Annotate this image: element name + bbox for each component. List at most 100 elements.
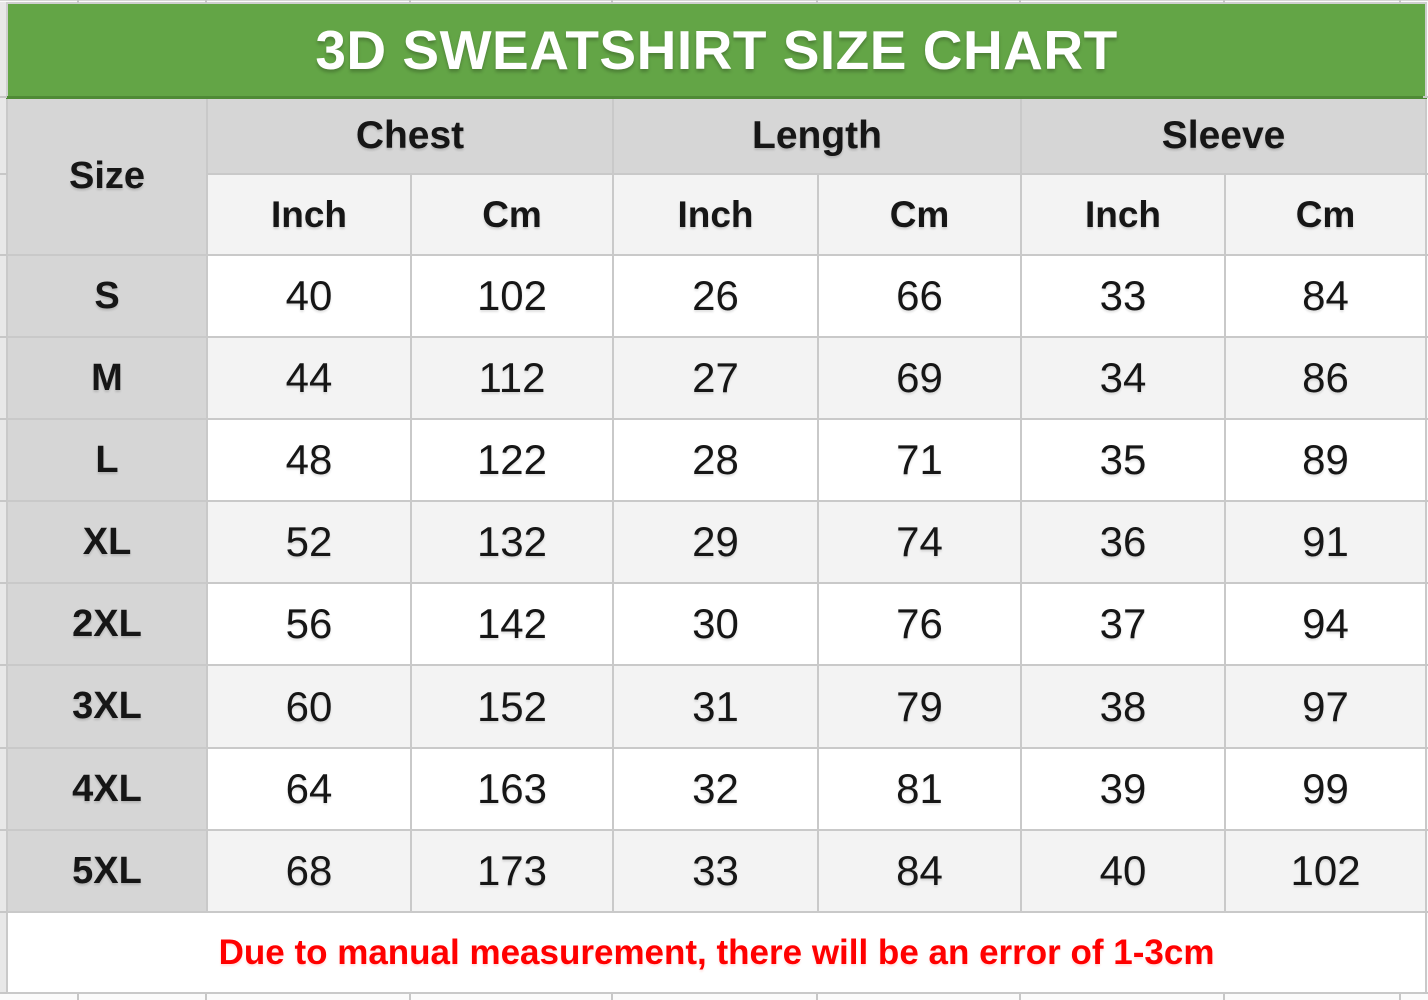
value-cell: 122 [410, 418, 614, 502]
gridline-tick [0, 747, 7, 749]
gridline-tick [1423, 254, 1428, 256]
sub-header-sleeve-inch: Inch [1020, 173, 1226, 256]
gridline-tick [77, 0, 79, 3]
gridline-tick [816, 0, 818, 3]
value-cell: 33 [1020, 254, 1226, 338]
sub-header-sleeve-cm: Cm [1223, 173, 1428, 256]
value-cell: 26 [612, 254, 819, 338]
column-group-length: Length [612, 96, 1022, 175]
value-cell: 86 [1223, 336, 1428, 420]
table-row: XL 52 132 29 74 36 91 [6, 500, 1428, 584]
gridline-tick [0, 336, 7, 338]
value-cell: 94 [1223, 582, 1428, 666]
value-cell: 152 [410, 664, 614, 749]
size-column-header: Size [6, 96, 208, 256]
spreadsheet-edge-bottom [0, 994, 1428, 1000]
value-cell: 99 [1223, 747, 1428, 831]
value-cell: 76 [817, 582, 1022, 666]
value-cell: 40 [1020, 829, 1226, 913]
size-cell: L [6, 418, 208, 502]
size-cell: 4XL [6, 747, 208, 831]
value-cell: 173 [410, 829, 614, 913]
table-row: L 48 122 28 71 35 89 [6, 418, 1428, 502]
gridline-tick [409, 994, 411, 1000]
value-cell: 69 [817, 336, 1022, 420]
gridline-tick [0, 96, 7, 98]
gridline-tick [0, 911, 7, 913]
gridline-tick [1019, 0, 1021, 3]
value-cell: 142 [410, 582, 614, 666]
value-cell: 81 [817, 747, 1022, 831]
group-header-row: Size Chest Length Sleeve [6, 96, 1428, 256]
value-cell: 34 [1020, 336, 1226, 420]
gridline-tick [611, 994, 613, 1000]
value-cell: 91 [1223, 500, 1428, 584]
value-cell: 102 [1223, 829, 1428, 913]
gridline-tick [1423, 911, 1428, 913]
table-row: S 40 102 26 66 33 84 [6, 254, 1428, 338]
value-cell: 44 [206, 336, 412, 420]
gridline-tick [816, 994, 818, 1000]
value-cell: 48 [206, 418, 412, 502]
value-cell: 37 [1020, 582, 1226, 666]
gridline-tick [0, 582, 7, 584]
value-cell: 102 [410, 254, 614, 338]
gridline-tick [0, 992, 7, 994]
note-row: Due to manual measurement, there will be… [5, 911, 1428, 994]
value-cell: 31 [612, 664, 819, 749]
value-cell: 28 [612, 418, 819, 502]
sub-header-chest-cm: Cm [410, 173, 614, 256]
value-cell: 163 [410, 747, 614, 831]
value-cell: 30 [612, 582, 819, 666]
table-row: M 44 112 27 69 34 86 [6, 336, 1428, 420]
size-cell: M [6, 336, 208, 420]
value-cell: 56 [206, 582, 412, 666]
title-row: 3D SWEATSHIRT SIZE CHART [5, 2, 1428, 99]
value-cell: 89 [1223, 418, 1428, 502]
gridline-tick [205, 994, 207, 1000]
gridline-tick [205, 0, 207, 3]
measurement-note: Due to manual measurement, there will be… [5, 911, 1428, 994]
table-row: 4XL 64 163 32 81 39 99 [6, 747, 1428, 831]
gridline-tick [1423, 829, 1428, 831]
gridline-tick [0, 418, 7, 420]
value-cell: 84 [817, 829, 1022, 913]
spreadsheet-edge-top [0, 0, 1428, 3]
value-cell: 29 [612, 500, 819, 584]
sub-header-length-inch: Inch [612, 173, 819, 256]
gridline-tick [1423, 173, 1428, 175]
value-cell: 40 [206, 254, 412, 338]
gridline-tick [1223, 0, 1225, 3]
sub-header-chest-inch: Inch [206, 173, 412, 256]
size-cell: 2XL [6, 582, 208, 666]
value-cell: 71 [817, 418, 1022, 502]
value-cell: 74 [817, 500, 1022, 584]
value-cell: 39 [1020, 747, 1226, 831]
chart-title: 3D SWEATSHIRT SIZE CHART [5, 2, 1428, 99]
gridline-tick [1423, 96, 1428, 98]
gridline-tick [1423, 500, 1428, 502]
spreadsheet-edge-left [0, 2, 7, 994]
gridline-tick [1223, 994, 1225, 1000]
size-cell: XL [6, 500, 208, 584]
size-cell: S [6, 254, 208, 338]
gridline-tick [409, 0, 411, 3]
value-cell: 132 [410, 500, 614, 584]
gridline-tick [0, 173, 7, 175]
column-group-sleeve: Sleeve [1019, 96, 1428, 175]
value-cell: 27 [612, 336, 819, 420]
gridline-tick [1423, 418, 1428, 420]
sub-header-length-cm: Cm [817, 173, 1022, 256]
gridline-tick [0, 829, 7, 831]
value-cell: 35 [1020, 418, 1226, 502]
value-cell: 32 [612, 747, 819, 831]
gridline-tick [77, 994, 79, 1000]
value-cell: 112 [410, 336, 614, 420]
value-cell: 33 [612, 829, 819, 913]
gridline-tick [1019, 994, 1021, 1000]
size-cell: 5XL [6, 829, 208, 913]
gridline-tick [1423, 582, 1428, 584]
gridline-tick [1399, 0, 1401, 3]
size-chart-table: 3D SWEATSHIRT SIZE CHART Size Chest Leng… [5, 2, 1428, 994]
